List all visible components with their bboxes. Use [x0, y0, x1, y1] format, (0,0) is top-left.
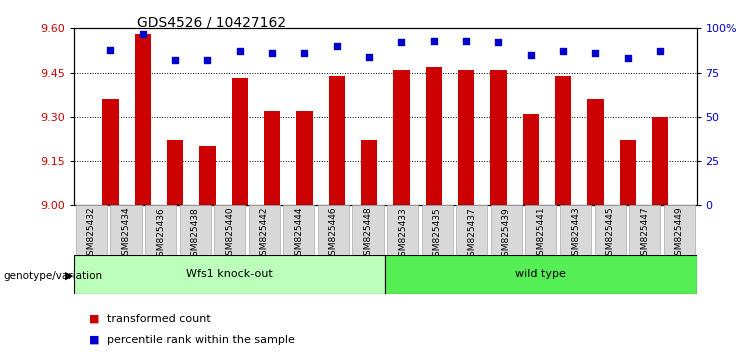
Text: ▶: ▶	[64, 271, 73, 281]
Text: GSM825432: GSM825432	[87, 207, 96, 262]
Text: transformed count: transformed count	[107, 314, 211, 324]
Text: GSM825446: GSM825446	[329, 207, 338, 262]
Bar	[296, 111, 313, 354]
Point	[299, 50, 310, 56]
Bar	[167, 141, 183, 354]
Point	[622, 56, 634, 61]
Bar	[283, 205, 314, 255]
Bar	[318, 205, 349, 255]
Bar	[199, 146, 216, 354]
Text: GSM825433: GSM825433	[398, 207, 407, 262]
Bar	[135, 34, 151, 354]
Bar	[110, 205, 142, 255]
Point	[525, 52, 536, 58]
Bar	[387, 205, 418, 255]
Bar	[629, 205, 660, 255]
Bar	[232, 79, 248, 354]
Point	[557, 48, 569, 54]
Bar	[76, 205, 107, 255]
Bar	[145, 205, 176, 255]
Bar	[249, 205, 280, 255]
Bar	[456, 205, 488, 255]
Point	[460, 38, 472, 44]
Bar	[393, 70, 410, 354]
Bar	[385, 255, 697, 294]
Bar	[560, 205, 591, 255]
Text: GSM825449: GSM825449	[675, 207, 684, 262]
Text: ■: ■	[89, 335, 99, 345]
Text: GSM825438: GSM825438	[190, 207, 199, 262]
Bar	[491, 205, 522, 255]
Point	[654, 48, 666, 54]
Bar	[422, 205, 453, 255]
Text: wild type: wild type	[516, 269, 566, 279]
Bar	[361, 141, 377, 354]
Text: GDS4526 / 10427162: GDS4526 / 10427162	[137, 16, 286, 30]
Point	[169, 57, 181, 63]
Point	[104, 47, 116, 52]
Text: Wfs1 knock-out: Wfs1 knock-out	[186, 269, 273, 279]
Bar	[426, 67, 442, 354]
Text: GSM825445: GSM825445	[605, 207, 614, 262]
Bar	[353, 205, 384, 255]
Text: GSM825439: GSM825439	[502, 207, 511, 262]
Text: GSM825440: GSM825440	[225, 207, 234, 262]
Point	[331, 43, 343, 49]
Text: GSM825441: GSM825441	[536, 207, 545, 262]
Text: percentile rank within the sample: percentile rank within the sample	[107, 335, 296, 345]
Point	[493, 40, 505, 45]
Bar	[491, 70, 507, 354]
Text: GSM825436: GSM825436	[156, 207, 165, 262]
Text: GSM825442: GSM825442	[260, 207, 269, 261]
Point	[428, 38, 439, 44]
Point	[202, 57, 213, 63]
Point	[137, 31, 149, 36]
Point	[363, 54, 375, 59]
Bar	[555, 75, 571, 354]
Bar	[522, 114, 539, 354]
Text: genotype/variation: genotype/variation	[4, 271, 103, 281]
Text: GSM825434: GSM825434	[122, 207, 130, 262]
Bar	[458, 70, 474, 354]
Bar	[594, 205, 625, 255]
Point	[396, 40, 408, 45]
Text: GSM825437: GSM825437	[468, 207, 476, 262]
Text: GSM825447: GSM825447	[640, 207, 649, 262]
Bar	[214, 205, 245, 255]
Text: GSM825443: GSM825443	[571, 207, 580, 262]
Bar	[619, 141, 636, 354]
Point	[234, 48, 246, 54]
Bar	[179, 205, 210, 255]
Bar	[264, 111, 280, 354]
Bar	[525, 205, 556, 255]
Bar	[652, 117, 668, 354]
Point	[266, 50, 278, 56]
Text: ■: ■	[89, 314, 99, 324]
Bar	[74, 255, 385, 294]
Text: GSM825448: GSM825448	[364, 207, 373, 262]
Point	[590, 50, 602, 56]
Bar	[664, 205, 695, 255]
Bar	[329, 75, 345, 354]
Text: GSM825444: GSM825444	[294, 207, 303, 261]
Text: GSM825435: GSM825435	[433, 207, 442, 262]
Bar	[102, 99, 119, 354]
Bar	[588, 99, 604, 354]
